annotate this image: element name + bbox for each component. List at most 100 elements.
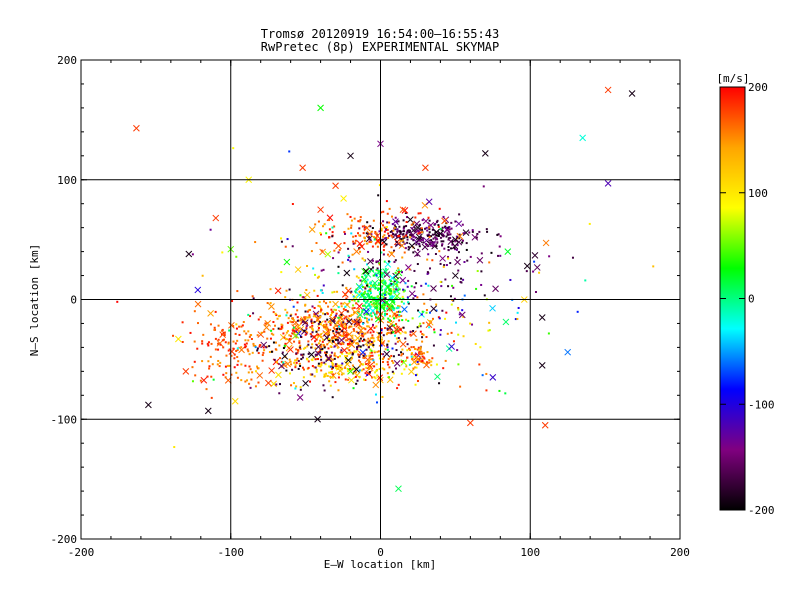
data-point-dot bbox=[375, 325, 378, 328]
data-point-dot bbox=[431, 244, 434, 247]
data-point-dot bbox=[352, 339, 355, 342]
data-point-dot bbox=[310, 318, 313, 321]
data-point-dot bbox=[214, 348, 217, 351]
data-point-dot bbox=[363, 333, 366, 336]
data-point-dot bbox=[398, 225, 401, 228]
data-point-dot bbox=[460, 277, 463, 280]
data-point-dot bbox=[349, 358, 352, 361]
data-point-dot bbox=[353, 299, 356, 302]
data-point-dot bbox=[290, 363, 293, 366]
data-point-dot bbox=[407, 302, 410, 305]
data-point-dot bbox=[337, 272, 340, 275]
data-point-dot bbox=[412, 367, 415, 370]
data-point-dot bbox=[363, 286, 366, 289]
data-point-dot bbox=[383, 327, 386, 330]
data-point-dot bbox=[419, 322, 422, 325]
data-point-dot bbox=[206, 375, 209, 378]
data-point-dot bbox=[349, 351, 352, 354]
data-point-dot bbox=[375, 363, 378, 366]
data-point-dot bbox=[378, 332, 381, 335]
data-point-dot bbox=[309, 332, 312, 335]
data-point-dot bbox=[299, 346, 302, 349]
data-point-dot bbox=[428, 359, 431, 362]
data-point-dot bbox=[327, 305, 330, 308]
data-point-dot bbox=[340, 305, 343, 308]
data-point-dot bbox=[440, 244, 443, 247]
data-point-x bbox=[628, 90, 636, 97]
data-point-dot bbox=[341, 324, 344, 327]
data-point-dot bbox=[278, 383, 281, 386]
data-point-dot bbox=[373, 273, 376, 276]
data-point-dot bbox=[410, 355, 413, 358]
data-point-dot bbox=[296, 357, 299, 360]
data-point-dot bbox=[430, 360, 433, 363]
data-point-dot bbox=[465, 248, 468, 251]
data-point-dot bbox=[321, 348, 324, 351]
data-point-dot bbox=[262, 346, 265, 349]
data-point-dot bbox=[451, 243, 454, 246]
data-point-dot bbox=[478, 230, 481, 233]
data-point-x bbox=[371, 279, 379, 287]
data-point-x bbox=[315, 343, 322, 351]
data-point-dot bbox=[307, 343, 310, 346]
data-point-dot bbox=[323, 346, 326, 349]
data-point-dot bbox=[532, 270, 535, 273]
data-point-dot bbox=[383, 304, 386, 307]
data-point-dot bbox=[411, 357, 414, 360]
data-point-dot bbox=[252, 312, 255, 315]
data-point-dot bbox=[389, 356, 392, 359]
data-point-dot bbox=[301, 356, 304, 359]
data-point-dot bbox=[346, 213, 349, 216]
data-point-dot bbox=[263, 349, 266, 352]
data-point-dot bbox=[364, 290, 367, 293]
data-point-dot bbox=[438, 382, 441, 385]
data-point-x bbox=[341, 346, 348, 354]
data-point-dot bbox=[452, 340, 455, 343]
data-point-dot bbox=[396, 305, 399, 308]
data-point-dot bbox=[320, 307, 323, 310]
data-point-dot bbox=[247, 330, 250, 333]
data-point-dot bbox=[410, 352, 413, 355]
data-point-dot bbox=[369, 354, 372, 357]
data-point-dot bbox=[409, 236, 412, 239]
data-point-dot bbox=[359, 361, 362, 364]
data-point-x bbox=[414, 356, 422, 363]
data-point-x bbox=[359, 348, 367, 356]
data-point-dot bbox=[364, 372, 367, 375]
data-point-dot bbox=[320, 355, 323, 358]
data-point-dot bbox=[285, 331, 288, 334]
data-point-dot bbox=[341, 330, 344, 333]
data-point-dot bbox=[478, 363, 481, 366]
data-point-dot bbox=[254, 346, 257, 349]
data-point-x bbox=[408, 242, 416, 250]
data-point-dot bbox=[312, 321, 315, 324]
data-point-dot bbox=[391, 230, 394, 233]
data-point-dot bbox=[394, 271, 397, 274]
data-point-dot bbox=[327, 328, 330, 331]
data-point-dot bbox=[446, 233, 449, 236]
data-point-dot bbox=[373, 326, 376, 329]
data-point-dot bbox=[320, 308, 323, 311]
data-point-dot bbox=[376, 234, 379, 237]
data-point-dot bbox=[378, 368, 381, 371]
data-point-dot bbox=[360, 326, 363, 329]
data-point-dot bbox=[307, 366, 310, 369]
data-point-x bbox=[194, 300, 202, 308]
data-point-dot bbox=[391, 295, 394, 298]
data-point-dot bbox=[516, 311, 519, 314]
data-point-dot bbox=[331, 366, 334, 369]
plot-grid bbox=[81, 60, 680, 539]
data-point-dot bbox=[364, 328, 367, 331]
data-point-dot bbox=[299, 335, 302, 338]
data-point-dot bbox=[480, 252, 483, 255]
data-point-dot bbox=[429, 311, 432, 314]
data-point-dot bbox=[238, 333, 241, 336]
data-point-x bbox=[219, 331, 227, 338]
data-point-dot bbox=[457, 251, 460, 254]
data-point-dot bbox=[327, 321, 330, 324]
data-point-dot bbox=[365, 348, 368, 351]
data-point-dot bbox=[370, 337, 373, 340]
data-point-dot bbox=[191, 366, 194, 369]
data-point-dot bbox=[454, 220, 457, 223]
